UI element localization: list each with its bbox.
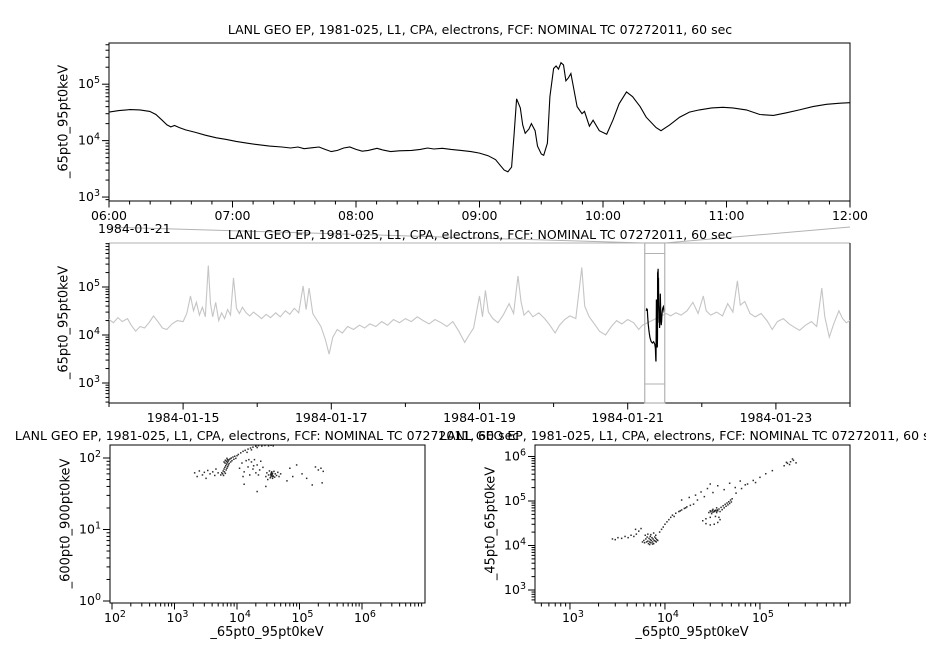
tick-label: 106 — [504, 447, 526, 463]
scatter-right-panel: 103 104 105 106 103 104 105 — [504, 444, 851, 625]
tick-label: 101 — [79, 521, 101, 537]
tick-label: 103 — [78, 374, 100, 390]
context-series — [109, 265, 850, 355]
tick-label: 103 — [78, 188, 100, 204]
tick-label: 11:00 — [708, 208, 744, 223]
tick-label: 103 — [562, 609, 584, 625]
scatter-left-x-axis-label: _65pt0_95pt0keV — [210, 625, 324, 640]
time-range-selection — [107, 226, 851, 404]
tick-label: 104 — [78, 132, 100, 148]
tick-label: 12:00 — [832, 208, 868, 223]
scatter-left-panel-plot-area[interactable] — [110, 445, 425, 603]
tick-label: 1984-01-15 — [147, 410, 220, 425]
tick-label: 106 — [354, 609, 376, 625]
detail-panel: 103 104 105 06:00 07:00 08:00 09:00 10:00 11:00 1… — [78, 42, 868, 223]
tick-label: 103 — [167, 609, 189, 625]
context-panel: 103 104 105 1984-01-15 1984-01-17 1984-01-19 1… — [78, 242, 851, 425]
scatter-right-y-axis-label: _45pt0_65pt0keV — [483, 466, 499, 581]
scatter-left-panel: 100 101 102 102 103 104 105 106 — [79, 444, 426, 625]
detail-plot-title: LANL GEO EP, 1981-025, L1, CPA, electron… — [227, 22, 733, 37]
tick-label: 10:00 — [585, 208, 621, 223]
scatter_right-points — [611, 458, 797, 546]
tick-label: 09:00 — [461, 208, 497, 223]
tick-label: 104 — [657, 609, 679, 625]
scatter-right-panel-plot-area[interactable] — [535, 445, 850, 603]
tick-label: 1984-01-21 — [591, 410, 664, 425]
tick-label: 07:00 — [214, 208, 250, 223]
tick-label: 105 — [752, 609, 774, 625]
tick-label: 100 — [79, 592, 101, 608]
detail-series — [109, 61, 850, 173]
tick-label: 08:00 — [338, 208, 374, 223]
tick-label: 102 — [79, 449, 101, 465]
context-plot-title: LANL GEO EP, 1981-025, L1, CPA, electron… — [227, 227, 733, 242]
scatter-right-x-axis-label: _65pt0_95pt0keV — [635, 625, 749, 640]
scatter-right-title: LANL GEO EP, 1981-025, L1, CPA, electron… — [439, 428, 926, 443]
tick-label: 105 — [78, 278, 100, 294]
detail-date-label: 1984-01-21 — [98, 221, 171, 236]
tick-label: 102 — [104, 609, 126, 625]
tick-label: 105 — [78, 75, 100, 91]
tick-label: 06:00 — [91, 208, 127, 223]
tick-label: 1984-01-19 — [443, 410, 516, 425]
scatter_left-points — [193, 445, 324, 493]
tick-label: 104 — [229, 609, 251, 625]
scatter-left-title: LANL GEO EP, 1981-025, L1, CPA, electron… — [14, 428, 520, 443]
scatter-left-y-axis-label: _600pt0_900pt0keV — [58, 458, 74, 589]
context-highlight-series — [645, 268, 666, 362]
tick-label: 105 — [292, 609, 314, 625]
time-range-selection-box[interactable] — [644, 242, 666, 404]
tick-label: 1984-01-17 — [295, 410, 368, 425]
tick-label: 105 — [504, 492, 526, 508]
tick-label: 1984-01-23 — [740, 410, 813, 425]
detail-panel-plot-area[interactable] — [109, 43, 850, 201]
tick-label: 104 — [504, 536, 526, 552]
context-panel-plot-area[interactable] — [109, 243, 850, 403]
tick-label: 104 — [78, 326, 100, 342]
tick-label: 103 — [504, 581, 526, 597]
